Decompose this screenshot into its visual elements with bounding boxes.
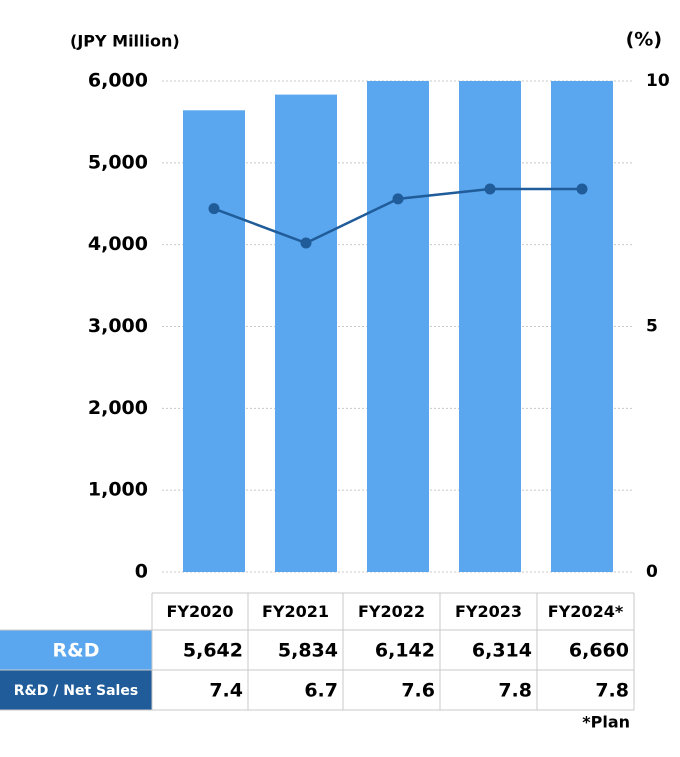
y-tick-label: 3,000: [88, 315, 148, 337]
y-axis-label: (JPY Million): [70, 32, 180, 51]
table-value: 6.7: [304, 680, 338, 702]
row-header: R&D / Net Sales: [14, 683, 138, 699]
line-marker: [300, 237, 312, 249]
category-label: FY2020: [166, 602, 233, 621]
y-tick-label: 2,000: [88, 397, 148, 419]
note: *Plan: [582, 713, 630, 732]
bar: [275, 94, 337, 572]
line-marker: [484, 183, 496, 195]
table-value: 6,314: [472, 640, 532, 662]
y2-tick-label: 10: [646, 71, 670, 91]
grid: 0 1,000 2,000 3,000 4,000 5,000 6,000 0 5 10: [88, 70, 670, 583]
line-marker: [392, 193, 404, 205]
row-header: R&D: [53, 640, 100, 662]
bars: [183, 81, 613, 573]
y2-axis-label: (%): [626, 29, 662, 51]
line-marker: [208, 203, 220, 215]
category-label: FY2023: [455, 602, 522, 621]
y2-tick-label: 5: [646, 317, 658, 337]
table-value: 6,660: [569, 640, 629, 662]
bar: [367, 81, 429, 572]
table-value: 7.4: [209, 680, 243, 702]
line-series: [208, 183, 588, 249]
category-label: FY2024*: [548, 602, 624, 621]
table-value: 6,142: [375, 640, 435, 662]
y-tick-label: 5,000: [88, 151, 148, 173]
y2-tick-label: 0: [646, 562, 658, 582]
table-value: 5,834: [278, 640, 338, 662]
line-marker: [576, 183, 588, 195]
bar: [551, 81, 613, 573]
table-value: 7.8: [595, 680, 629, 702]
row-header-cell: [0, 670, 152, 710]
bar: [459, 81, 521, 573]
category-label: FY2021: [262, 602, 329, 621]
table-value: 7.8: [498, 680, 532, 702]
row-header-cell: [0, 630, 152, 670]
data-table: R&D R&D / Net Sales FY2020 5,642 7.4 FY2021 5,…: [0, 592, 635, 711]
table-value: 7.6: [401, 680, 435, 702]
table-value: 5,642: [183, 640, 243, 662]
y-tick-label: 6,000: [88, 70, 148, 92]
y-tick-label: 1,000: [88, 479, 148, 501]
category-label: FY2022: [358, 602, 425, 621]
y-tick-label: 4,000: [88, 233, 148, 255]
bar: [183, 110, 245, 573]
y-tick-label: 0: [135, 561, 148, 583]
